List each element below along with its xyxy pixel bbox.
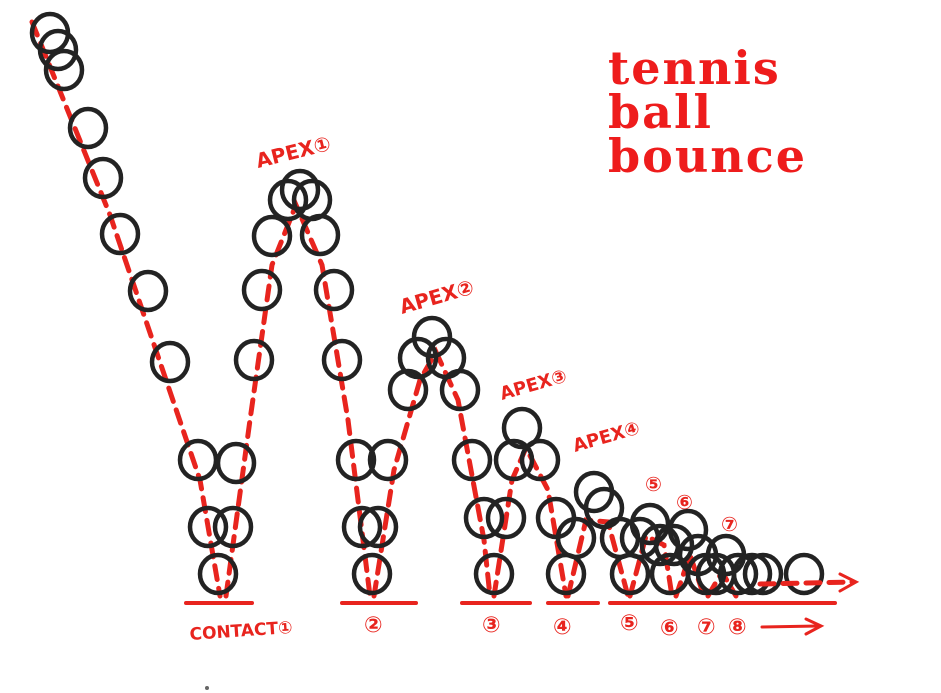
- contact-label-4: ④: [553, 615, 572, 640]
- ball-29: [397, 336, 439, 380]
- ball-42: [555, 516, 597, 560]
- ball-30: [411, 315, 453, 359]
- motion-arrow-head: [838, 572, 860, 593]
- ball-19: [291, 178, 333, 222]
- peak-number-7: ⑦: [721, 512, 738, 536]
- ball-18: [279, 168, 321, 212]
- apex-label-2: APEX②: [397, 275, 477, 319]
- stray-dot: [205, 686, 209, 690]
- ball-14: [233, 338, 275, 382]
- ball-21: [313, 268, 355, 312]
- ball-13: [215, 441, 257, 485]
- ball-26: [357, 505, 399, 549]
- apex-label-1: APEX①: [253, 131, 333, 173]
- ball-22: [321, 338, 363, 382]
- ball-7: [127, 269, 169, 313]
- ball-positions: [29, 11, 825, 596]
- contact-label-7: ⑦: [697, 615, 716, 640]
- ball-48: [629, 502, 671, 546]
- title-line-2: ball: [608, 85, 713, 139]
- lower-arrow-head: [804, 617, 825, 636]
- ball-60: [783, 552, 825, 596]
- ball-17: [267, 178, 309, 222]
- ball-37: [493, 438, 535, 482]
- contact-label-8: ⑧: [728, 615, 747, 640]
- ball-23: [335, 438, 377, 482]
- ball-27: [367, 438, 409, 482]
- trajectory-path-1: [29, 19, 223, 599]
- title-line-3: bounce: [608, 129, 808, 183]
- motion-arrow-shaft: [757, 579, 855, 587]
- ball-8: [149, 340, 191, 384]
- ball-11: [197, 552, 239, 596]
- contact-label-2: ②: [364, 613, 383, 638]
- title-line-1: tennis: [608, 41, 781, 95]
- ball-38: [501, 406, 543, 450]
- ball-6: [99, 212, 141, 256]
- ball-57: [717, 552, 759, 596]
- ball-35: [473, 552, 515, 596]
- lower-arrow-shaft: [760, 624, 820, 629]
- apex-label-3: APEX③: [498, 366, 570, 405]
- ball-3: [43, 48, 85, 92]
- ball-59: [742, 552, 784, 596]
- ball-58: [731, 552, 773, 596]
- ball-36: [485, 496, 527, 540]
- diagram-title: tennis ball bounce: [608, 41, 808, 183]
- ball-10: [187, 505, 229, 549]
- contact-label-3: ③: [482, 613, 501, 638]
- peak-number-6: ⑥: [676, 490, 693, 514]
- ball-16: [251, 214, 293, 258]
- direction-arrows: [757, 572, 860, 636]
- ball-51: [653, 523, 695, 567]
- contact-label-5: ⑤: [620, 611, 639, 636]
- contact-label-1: CONTACT①: [189, 618, 293, 645]
- ball-24: [341, 505, 383, 549]
- ball-52: [667, 508, 709, 552]
- ball-33: [451, 438, 493, 482]
- ball-34: [463, 496, 505, 540]
- apex-label-4: APEX④: [571, 418, 643, 457]
- contact-label-6: ⑥: [660, 616, 679, 641]
- ball-5: [82, 156, 124, 200]
- ball-39: [519, 438, 561, 482]
- peak-number-5: ⑤: [645, 472, 662, 496]
- ball-15: [241, 268, 283, 312]
- ball-25: [351, 552, 393, 596]
- ball-12: [212, 505, 254, 549]
- ball-4: [67, 106, 109, 150]
- ball-32: [439, 368, 481, 412]
- ball-20: [299, 213, 341, 257]
- ball-2: [37, 28, 79, 72]
